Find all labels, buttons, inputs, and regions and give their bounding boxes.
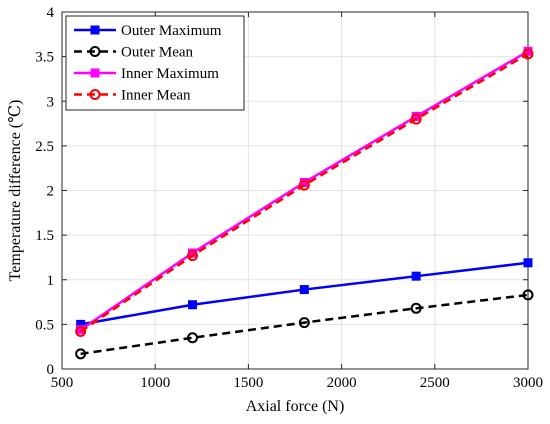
- y-tick-label: 0.5: [35, 317, 54, 333]
- data-point: [522, 289, 534, 301]
- axis-ticks: 500 1000 1500 2000 2500 3000 0 0.5 1 1.5 2 2.5 3 3.5 4: [35, 5, 543, 391]
- y-tick-label: 1.5: [35, 228, 54, 244]
- series-line-outer-mean: [80, 293, 529, 356]
- x-tick-label: 1000: [140, 375, 170, 391]
- data-point: [75, 326, 87, 338]
- data-point: [298, 179, 310, 191]
- legend-item: Outer Mean: [74, 45, 194, 61]
- x-tick-label: 3000: [513, 375, 543, 391]
- x-tick-label: 500: [51, 375, 74, 391]
- data-point: [187, 300, 197, 310]
- legend-label: Outer Maximum: [121, 23, 222, 39]
- x-tick-label: 1500: [233, 375, 263, 391]
- legend-label: Inner Maximum: [121, 66, 219, 82]
- series-outer-mean: [75, 289, 534, 360]
- legend-marker: [89, 46, 101, 57]
- legend: Outer Maximum Outer Mean Inner Maximum Inne…: [65, 15, 245, 111]
- legend-marker: [90, 68, 100, 78]
- x-tick-label: 2500: [420, 375, 450, 391]
- y-tick-label: 4: [47, 5, 55, 21]
- data-point: [411, 271, 421, 281]
- legend-marker: [90, 25, 100, 35]
- y-tick-label: 2.5: [35, 139, 54, 155]
- legend-label: Outer Mean: [121, 45, 194, 61]
- x-axis-label: Axial force (N): [246, 398, 345, 415]
- series-line-inner-mean: [79, 52, 529, 333]
- y-tick-label: 3.5: [35, 50, 54, 66]
- legend-label: Inner Mean: [121, 88, 191, 104]
- y-axis-label: Temperature difference (℃): [7, 100, 24, 282]
- y-tick-label: 0: [47, 362, 55, 378]
- y-tick-label: 2: [47, 184, 55, 200]
- data-point: [298, 317, 310, 329]
- series-outer-maximum: [76, 258, 533, 329]
- legend-item: Inner Maximum: [74, 66, 219, 82]
- series-inner-mean: [75, 48, 534, 338]
- legend-items: Outer Maximum Outer Mean Inner Maximum Inne…: [74, 23, 222, 104]
- x-tick-label: 2000: [327, 375, 357, 391]
- legend-item: Inner Mean: [74, 88, 191, 104]
- data-point: [522, 48, 534, 60]
- legend-marker: [89, 89, 101, 100]
- data-point: [186, 250, 198, 262]
- series-group: [75, 46, 534, 360]
- y-tick-label: 3: [47, 94, 55, 110]
- data-point: [523, 258, 533, 268]
- data-point: [75, 348, 87, 360]
- data-point: [186, 332, 198, 344]
- y-tick-label: 1: [47, 273, 55, 289]
- data-point: [299, 285, 309, 295]
- data-point: [410, 302, 422, 314]
- data-point: [410, 113, 422, 125]
- legend-item: Outer Maximum: [74, 23, 222, 39]
